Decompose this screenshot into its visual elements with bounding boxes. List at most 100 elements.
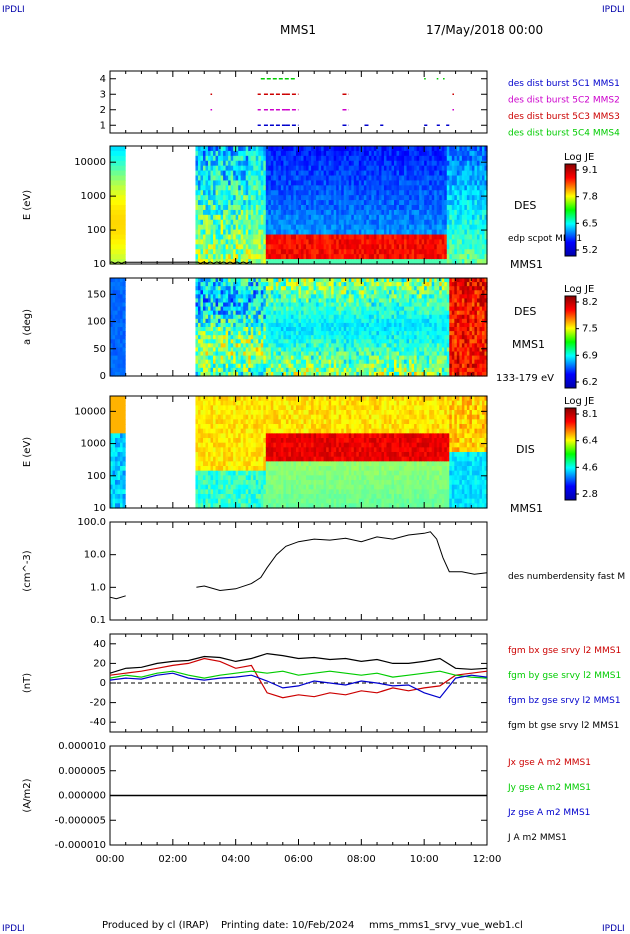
spectrogram-cell: [238, 205, 242, 211]
spectrogram-cell: [295, 327, 300, 332]
spectrogram-cell: [363, 190, 367, 196]
spectrogram-cell: [248, 335, 252, 340]
spectrogram-cell: [479, 224, 483, 231]
spectrogram-cell: [321, 195, 325, 201]
spectrogram-cell: [225, 335, 229, 340]
spectrogram-cell: [258, 150, 262, 157]
spectrogram-cell: [411, 180, 415, 186]
spectrogram-cell: [228, 170, 232, 177]
spectrogram-cell: [235, 254, 239, 260]
spectrogram-cell: [120, 190, 124, 196]
spectrogram-cell: [446, 224, 450, 231]
spectrogram-cell: [484, 259, 488, 265]
spectrogram-cell: [321, 185, 325, 191]
spectrogram-cell: [431, 214, 435, 221]
spectrogram-cell: [301, 229, 305, 236]
spectrogram-cell: [404, 160, 408, 167]
spectrogram-cell: [444, 229, 448, 236]
spectrogram-cell: [308, 214, 312, 221]
spectrogram-cell: [283, 160, 287, 167]
spectrogram-cell: [240, 363, 244, 369]
spectrogram-cell: [230, 195, 234, 201]
spectrogram-cell: [381, 224, 385, 231]
spectrogram-cell: [439, 219, 443, 226]
spectrogram-cell: [431, 209, 435, 216]
spectrogram-cell: [208, 155, 212, 162]
spectrogram-cell: [230, 351, 234, 357]
spectrogram-cell: [321, 306, 325, 312]
spectrogram-cell: [197, 165, 202, 172]
spectrogram-cell: [313, 234, 317, 241]
spectrogram-cell: [346, 310, 350, 316]
spectrogram-cell: [336, 155, 340, 162]
spectrogram-cell: [258, 165, 262, 172]
spectrogram-cell: [451, 214, 455, 221]
spectrogram-cell: [301, 343, 305, 349]
spectrogram-cell: [263, 180, 267, 186]
spectrogram-cell: [215, 224, 219, 231]
spectrogram-cell: [235, 343, 239, 349]
spectrogram-cell: [270, 318, 274, 324]
spectrogram-cell: [469, 150, 473, 157]
spectrogram-cell: [326, 314, 330, 320]
spectrogram-cell: [260, 155, 264, 162]
spectrogram-cell: [265, 234, 269, 241]
spectrogram-cell: [238, 244, 242, 250]
spectrogram-cell: [391, 234, 395, 241]
spectrogram-cell: [429, 180, 433, 186]
spectrogram-cell: [213, 195, 217, 201]
spectrogram-cell: [351, 347, 355, 353]
spectrogram-cell: [197, 200, 202, 206]
spectrogram-cell: [195, 347, 199, 353]
spectrogram-cell: [409, 205, 413, 211]
spectrogram-cell: [476, 200, 481, 206]
spectrogram-cell: [338, 254, 342, 260]
spectrogram-cell: [484, 229, 488, 236]
spectrogram-cell: [323, 254, 327, 260]
spectrogram-cell: [311, 229, 315, 236]
spectrogram-cell: [255, 244, 259, 250]
spectrogram-cell: [213, 355, 217, 361]
spectrogram-cell: [351, 298, 355, 304]
spectrogram-cell: [120, 371, 124, 377]
spectrogram-cell: [223, 306, 227, 312]
spectrogram-cell: [449, 195, 453, 201]
spectrogram-cell: [323, 314, 327, 320]
spectrogram-cell: [110, 351, 114, 357]
spectrogram-cell: [240, 254, 244, 260]
spectrogram-cell: [376, 286, 380, 291]
spectrogram-cell: [464, 185, 468, 191]
spectrogram-cell: [278, 160, 282, 167]
spectrogram-cell: [288, 306, 292, 312]
spectrogram-cell: [466, 200, 471, 206]
spectrogram-cell: [278, 205, 282, 211]
spectrogram-cell: [290, 214, 295, 221]
spectrogram-cell: [343, 165, 347, 172]
spectrogram-cell: [449, 160, 453, 167]
spectrogram-cell: [313, 244, 317, 250]
spectrogram-cell: [333, 339, 337, 344]
spectrogram-cell: [421, 180, 425, 186]
spectrogram-cell: [245, 170, 249, 177]
spectrogram-cell: [321, 310, 325, 316]
spectrogram-cell: [278, 150, 282, 157]
spectrogram-cell: [343, 190, 347, 196]
spectrogram-cell: [200, 298, 204, 304]
spectrogram-cell: [278, 224, 282, 231]
spectrogram-cell: [303, 234, 307, 241]
spectrogram-cell: [358, 254, 362, 260]
spectrogram-cell: [371, 249, 375, 255]
spectrogram-cell: [293, 286, 297, 291]
spectrogram-cell: [245, 286, 249, 291]
spectrogram-cell: [451, 234, 455, 241]
spectrogram-cell: [280, 359, 285, 365]
spectrogram-cell: [476, 160, 481, 167]
spectrogram-cell: [213, 347, 217, 353]
spectrogram-cell: [394, 234, 398, 241]
spectrogram-cell: [461, 165, 465, 172]
spectrogram-cell: [278, 347, 282, 353]
spectrogram-cell: [351, 205, 355, 211]
spectrogram-cell: [451, 205, 455, 211]
spectrogram-cell: [376, 170, 380, 177]
spectrogram-cell: [404, 195, 408, 201]
